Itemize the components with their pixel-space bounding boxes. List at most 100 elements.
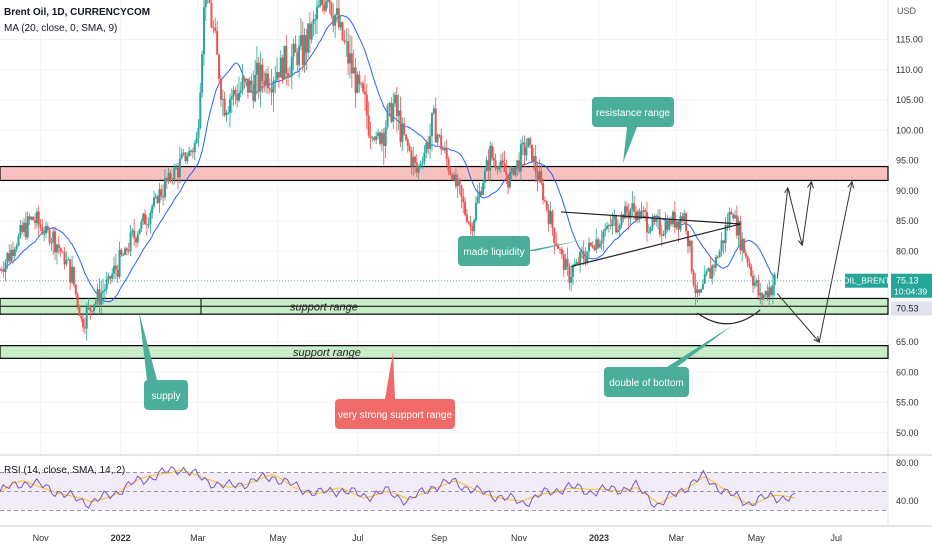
candle-body bbox=[131, 230, 134, 233]
candle-body bbox=[102, 291, 105, 293]
callout-very-strong-support-range[interactable]: very strong support range bbox=[335, 352, 455, 429]
candle-body bbox=[711, 265, 714, 279]
candle-body bbox=[713, 265, 716, 268]
candle-body bbox=[373, 137, 376, 141]
candle-body bbox=[564, 258, 567, 270]
candle-body bbox=[677, 221, 680, 230]
candle-body bbox=[339, 22, 342, 28]
candle-body bbox=[609, 225, 612, 227]
candle-body bbox=[241, 78, 244, 91]
candle-body bbox=[74, 284, 77, 294]
candle-body bbox=[89, 305, 92, 311]
candle-body bbox=[301, 35, 304, 65]
zone-0[interactable] bbox=[0, 165, 889, 182]
candle-body bbox=[134, 238, 137, 243]
callout-box bbox=[335, 399, 455, 429]
candle-body bbox=[744, 253, 747, 257]
triangle-bottom-line[interactable] bbox=[571, 223, 741, 267]
candle-body bbox=[625, 206, 628, 213]
candle-body bbox=[184, 152, 187, 162]
candle-body bbox=[530, 144, 533, 162]
candle-body bbox=[588, 242, 591, 252]
candle-body bbox=[171, 179, 174, 181]
candle-body bbox=[308, 23, 311, 40]
candle-body bbox=[543, 200, 546, 202]
candle-body bbox=[685, 213, 688, 231]
candle-body bbox=[642, 210, 645, 212]
candle-body bbox=[114, 265, 117, 270]
candle-body bbox=[464, 202, 467, 215]
candle-body bbox=[633, 203, 636, 212]
candle-body bbox=[696, 289, 699, 294]
candle-body bbox=[307, 23, 310, 53]
candle-body bbox=[378, 132, 381, 144]
candle-body bbox=[644, 210, 647, 213]
projection-arrow-mid-head bbox=[797, 239, 804, 247]
callout-supply[interactable]: supply bbox=[139, 312, 188, 410]
triangle-top-line[interactable] bbox=[560, 211, 741, 225]
candle-body bbox=[118, 249, 121, 277]
candle-body bbox=[234, 90, 237, 95]
candle-body bbox=[190, 150, 193, 152]
candle-body bbox=[408, 145, 411, 151]
candle-body bbox=[236, 94, 239, 101]
candle-body bbox=[482, 182, 485, 195]
double-bottom-arc[interactable] bbox=[696, 309, 761, 325]
last-price-value: 75.13 bbox=[896, 276, 919, 286]
projection-arrow-alt[interactable] bbox=[776, 181, 853, 344]
candle-body bbox=[55, 244, 58, 253]
candle-body bbox=[399, 110, 402, 142]
candle-body bbox=[730, 211, 733, 215]
projection-arrow-head bbox=[807, 180, 814, 189]
candle-body bbox=[671, 211, 674, 225]
candle-body bbox=[739, 221, 742, 251]
candle-body bbox=[634, 211, 637, 220]
candle-body bbox=[679, 216, 682, 230]
callout-pointer bbox=[385, 352, 395, 399]
candle-body bbox=[698, 289, 701, 293]
candle-body bbox=[598, 243, 601, 248]
candle-body bbox=[384, 127, 387, 147]
x-tick-label: Nov bbox=[511, 533, 528, 543]
candle-body bbox=[600, 240, 603, 244]
candle-body bbox=[352, 67, 355, 74]
candle-body bbox=[645, 212, 648, 233]
candle-body bbox=[498, 165, 501, 170]
projection-arrow-alt-head bbox=[847, 180, 855, 189]
rsi-pane: 40.00 80.00 bbox=[0, 458, 919, 511]
candle-body bbox=[316, 7, 319, 20]
candle-body bbox=[369, 135, 372, 138]
candle-body bbox=[337, 8, 340, 28]
candle-body bbox=[57, 244, 60, 249]
callout-text: resistance range bbox=[596, 108, 670, 119]
callout-made-liquidity[interactable]: made liquidity bbox=[458, 236, 582, 266]
candle-body bbox=[440, 135, 443, 150]
callout-resistance-range[interactable]: resistance range bbox=[592, 97, 674, 163]
candle-body bbox=[145, 224, 148, 226]
x-tick-label: Nov bbox=[33, 533, 50, 543]
zone-2[interactable] bbox=[0, 345, 889, 359]
candle-body bbox=[764, 291, 767, 296]
y-tick-label: 60.00 bbox=[896, 367, 919, 377]
candle-body bbox=[501, 160, 504, 164]
candle-body bbox=[303, 35, 306, 65]
candle-body bbox=[87, 305, 90, 307]
projection-arrow[interactable] bbox=[776, 181, 812, 279]
candle-body bbox=[589, 242, 592, 246]
candle-body bbox=[460, 185, 463, 197]
y-tick-label: 105.00 bbox=[896, 95, 924, 105]
candle-body bbox=[365, 94, 368, 116]
candle-body bbox=[766, 291, 769, 298]
candle-body bbox=[412, 156, 415, 167]
candle-body bbox=[129, 232, 132, 252]
callout-double-of-bottom[interactable]: double of bottom bbox=[604, 325, 733, 397]
candle-body bbox=[406, 139, 409, 146]
candle-body bbox=[571, 266, 574, 277]
candle-body bbox=[290, 56, 293, 77]
candle-body bbox=[456, 179, 459, 187]
candle-body bbox=[197, 128, 200, 139]
candle-body bbox=[660, 234, 663, 236]
candle-body bbox=[216, 30, 219, 55]
candle-body bbox=[394, 95, 397, 104]
